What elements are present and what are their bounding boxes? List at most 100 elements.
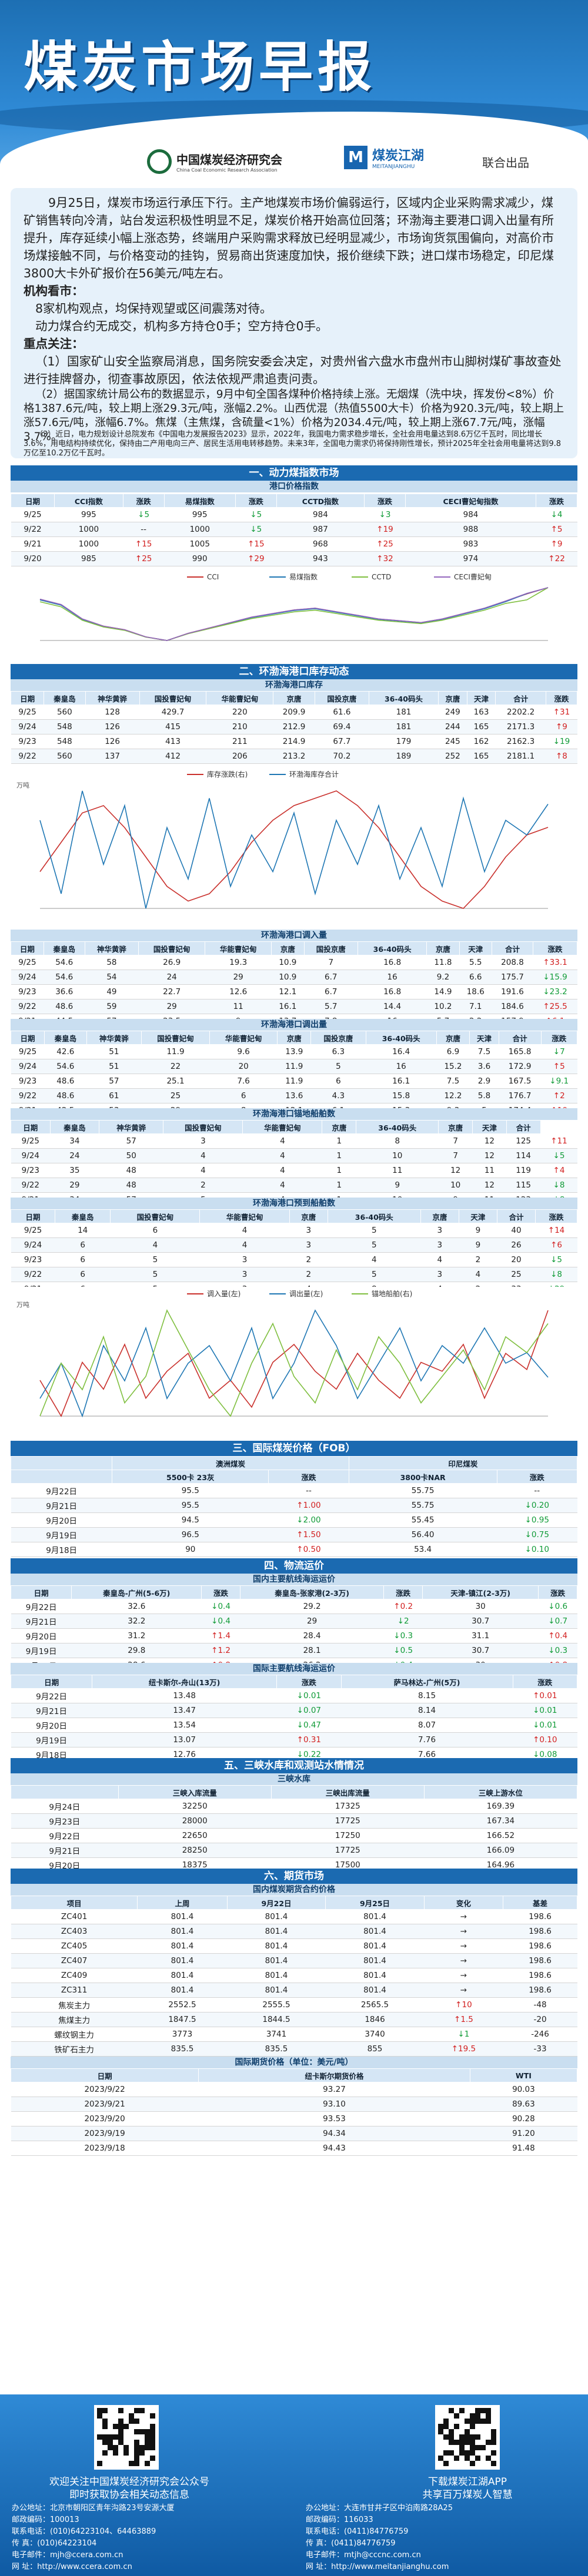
table-cell: 9月22日 [11, 1828, 119, 1843]
table-cell: 13.07 [92, 1732, 277, 1747]
table-cell: 17250 [271, 1828, 425, 1843]
page-header: 煤炭市场早报 中国煤炭经济研究会 China Coal Economic Res… [0, 0, 588, 194]
table-cell: 835.5 [137, 2041, 228, 2057]
ccera-email[interactable]: 电子邮件：mjh@ccera.com.cn [12, 2551, 123, 2560]
qr2-caption-1: 下载煤炭江湖APP [427, 2476, 507, 2488]
table-cell: -- [497, 1483, 577, 1498]
column-header: 合计 [506, 1120, 541, 1134]
qr-module [150, 2456, 155, 2461]
table-cell: 2 [163, 1178, 243, 1193]
table-row: 9/24 6 4 4 3 5 3 9 26 ↑6 [11, 1237, 577, 1253]
table-cell: 49 [85, 984, 139, 999]
table-cell: 9月21日 [11, 1498, 112, 1513]
series-line [39, 1309, 549, 1417]
table-cell: 181 [369, 719, 439, 734]
table-cell: 9月21日 [11, 1703, 92, 1718]
international-futures-label: 国际期货价格（单位：美元/吨） [11, 2057, 577, 2068]
table-cell: 13.9 [277, 1044, 311, 1059]
table-row: 9/25 54.6 58 26.9 19.3 10.9 7 16.8 11.8 5.5 208.8 ↑… [11, 955, 577, 970]
table-cell: 6 [310, 1074, 366, 1089]
table-cell: 29 [240, 1614, 384, 1629]
ccera-website[interactable]: 网 址：http://www.ccera.com.cn [12, 2562, 132, 2571]
table-cell: 59 [85, 999, 139, 1014]
table-cell: ↓9.1 [541, 1074, 577, 1089]
table-cell: 96.5 [112, 1527, 269, 1542]
table-cell: ↑32 [364, 551, 406, 566]
col-ind-spec: 3800卡NAR [348, 1470, 497, 1484]
column-header: 日期 [10, 2068, 199, 2082]
mtjh-email[interactable]: 电子邮件：mtjh@cccnc.com.cn [306, 2551, 421, 2560]
table-cell: 17725 [271, 1813, 425, 1829]
table-cell: 25 [141, 1088, 210, 1103]
table-cell: 51 [86, 1059, 142, 1074]
table-cell: 35 [50, 1163, 99, 1178]
table-row: 9/22 48.6 59 29 11 16.1 5.7 14.4 10.2 7.1 184.6 ↑25… [11, 999, 577, 1014]
table-cell: 48.6 [44, 1074, 87, 1089]
table-cell: 11.9 [141, 1044, 210, 1059]
table-row: 9月22日 13.48 ↓0.01 8.15 ↑0.01 [11, 1688, 577, 1703]
qr-module [139, 2445, 145, 2450]
table-cell: 15.2 [436, 1059, 470, 1074]
table-cell: 1 [322, 1178, 356, 1193]
table-cell: 25 [497, 1267, 536, 1282]
table-cell: 9/22 [11, 999, 44, 1014]
qr-module [150, 2440, 155, 2445]
qr-module [491, 2461, 496, 2466]
table-cell: 4 [199, 1223, 290, 1238]
table-cell: 90.03 [470, 2082, 577, 2097]
table-cell: 9月22日 [11, 1688, 92, 1703]
table-cell: ↑29 [235, 551, 277, 566]
table-cell: 4 [242, 1178, 322, 1193]
column-header: 涨跌 [276, 1675, 342, 1689]
col-date [10, 1456, 113, 1470]
column-header: 秦皇岛 [43, 941, 85, 955]
table-row: 9/22 29 48 2 4 1 9 10 12 115 ↓8 [11, 1178, 577, 1193]
legend-label: CCI [207, 573, 219, 581]
table-cell: 95.5 [112, 1483, 269, 1498]
table-cell: ↓0.07 [276, 1703, 342, 1718]
column-header: 日期 [11, 941, 44, 955]
table-cell: 12.2 [436, 1088, 470, 1103]
table-cell: 3741 [227, 2027, 326, 2042]
table-cell: 984 [405, 507, 536, 522]
table-row: 9月21日 28250 17725 166.09 [11, 1843, 577, 1858]
table-cell: 1 [322, 1148, 356, 1163]
table-cell: ↑33.1 [533, 955, 577, 970]
meitanjianghu-qr-code[interactable] [435, 2405, 500, 2470]
qr-module [123, 2424, 129, 2429]
table-cell: 801.4 [137, 1938, 228, 1954]
ccera-qr-code[interactable] [94, 2405, 159, 2470]
table-cell: 128 [85, 705, 140, 720]
table-cell: 4 [420, 1252, 459, 1267]
table-cell: 2023/9/18 [11, 2141, 199, 2156]
column-header: 三峡入库流量 [118, 1785, 272, 1799]
table-cell: ↑9 [536, 536, 577, 552]
series-line [39, 1310, 549, 1417]
qr-module [134, 2456, 139, 2461]
table-cell: ↑25 [364, 536, 406, 552]
qr-module [108, 2440, 113, 2445]
table-cell: ↑0.01 [513, 1688, 577, 1703]
table-cell: 16 [358, 970, 427, 985]
price-index-table: 日期 CCI指数 涨跌 易煤指数 涨跌 CCTD指数 涨跌 CECI曹妃甸指数 涨跌 9/25 9… [11, 494, 577, 581]
table-cell: ↓0.4 [201, 1614, 240, 1629]
series-line [39, 1309, 549, 1418]
qr-module [465, 2440, 470, 2445]
qr-module [113, 2434, 118, 2440]
table-cell: ZC311 [11, 1983, 138, 1998]
table-cell: 3 [199, 1252, 290, 1267]
qr-module [139, 2429, 145, 2434]
port-inflow-table: 日期 秦皇岛 神华黄骅 国投曹妃甸 华能曹妃甸 京唐 国投京唐 36-40码头 京唐 天津 合计 涨跌… [11, 941, 577, 1029]
price-index-line-chart: CCI 易煤指数 CCTD CECI曹妃甸 [39, 572, 549, 641]
column-header: 变化 [423, 1896, 504, 1910]
table-cell: 4 [199, 1237, 290, 1253]
table-cell: 22.7 [138, 984, 205, 999]
column-header: 涨跌 [545, 691, 578, 705]
qr-module [443, 2450, 449, 2456]
table-cell: ↓0.20 [497, 1498, 577, 1513]
mtjh-website[interactable]: 网 址：http://www.meitanjianghu.com [306, 2562, 449, 2571]
table-cell: 5 [328, 1267, 421, 1282]
table-cell: 36.6 [44, 984, 85, 999]
table-cell: 412 [139, 749, 206, 764]
col-aus-spec: 5500卡 23灰 [112, 1470, 269, 1484]
